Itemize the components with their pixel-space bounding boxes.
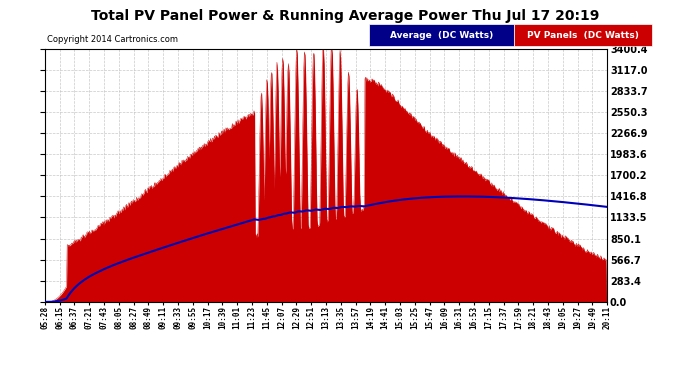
Text: Total PV Panel Power & Running Average Power Thu Jul 17 20:19: Total PV Panel Power & Running Average P… — [91, 9, 599, 23]
Text: Copyright 2014 Cartronics.com: Copyright 2014 Cartronics.com — [47, 34, 178, 44]
Text: PV Panels  (DC Watts): PV Panels (DC Watts) — [527, 31, 639, 40]
Text: Average  (DC Watts): Average (DC Watts) — [390, 31, 493, 40]
